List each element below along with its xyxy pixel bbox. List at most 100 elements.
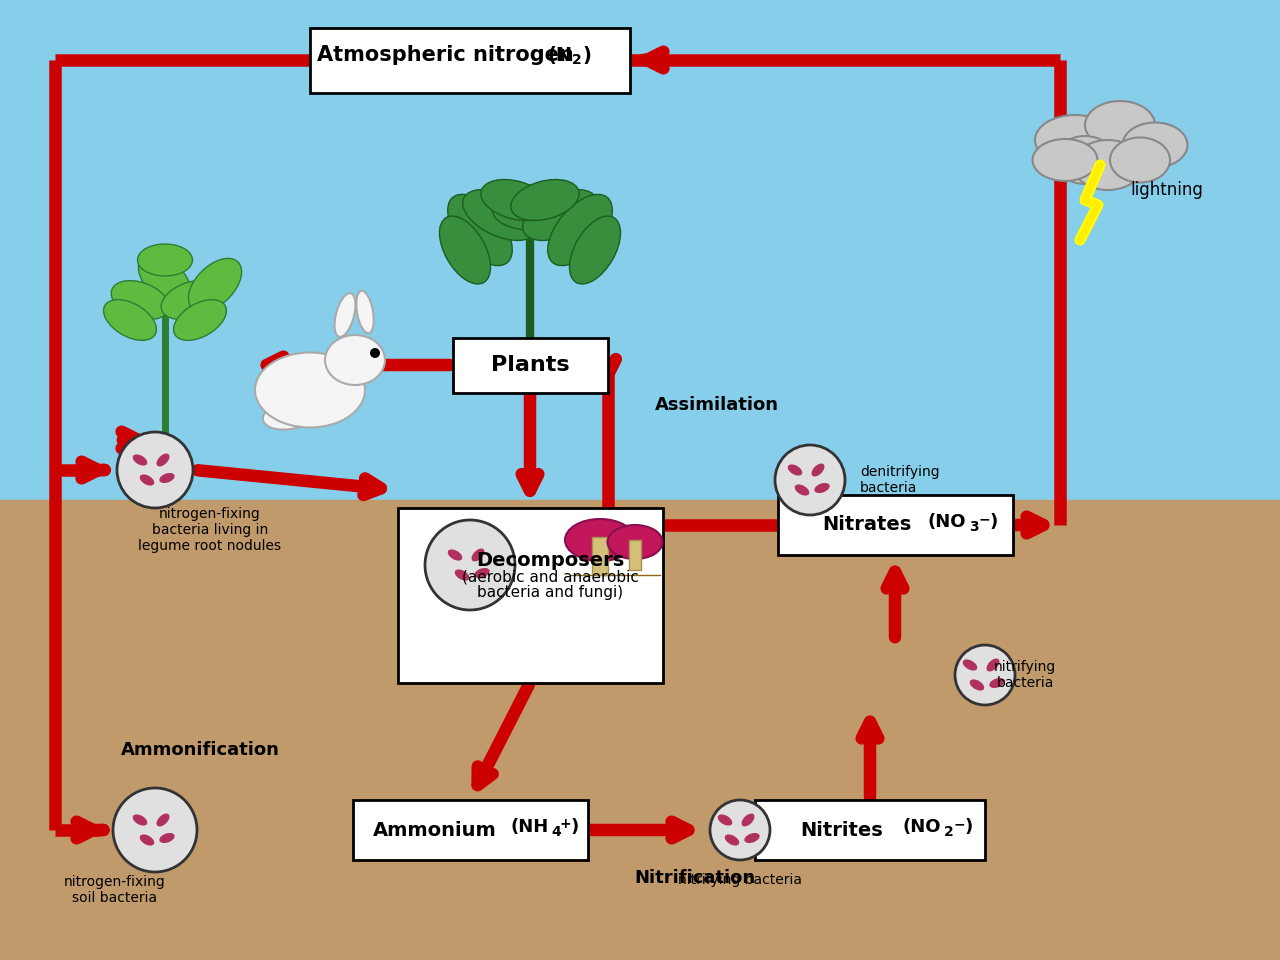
Ellipse shape: [812, 464, 824, 476]
Circle shape: [774, 445, 845, 515]
Bar: [777, 495, 1012, 555]
Text: bacteria and fungi): bacteria and fungi): [477, 586, 623, 601]
Text: nitrifying
bacteria: nitrifying bacteria: [993, 660, 1056, 690]
Circle shape: [140, 451, 157, 469]
Text: nitrifying bacteria: nitrifying bacteria: [678, 873, 803, 887]
Ellipse shape: [745, 833, 759, 843]
Ellipse shape: [262, 400, 317, 429]
Ellipse shape: [814, 483, 829, 493]
Ellipse shape: [471, 548, 485, 562]
Ellipse shape: [741, 813, 754, 827]
Ellipse shape: [493, 190, 567, 230]
Ellipse shape: [511, 180, 579, 221]
Text: Nitrites: Nitrites: [800, 821, 883, 839]
Ellipse shape: [137, 244, 192, 276]
Ellipse shape: [795, 485, 809, 495]
Ellipse shape: [334, 293, 356, 337]
Text: Nitrates: Nitrates: [822, 516, 911, 535]
Text: denitrifying
bacteria: denitrifying bacteria: [860, 465, 940, 495]
Ellipse shape: [548, 194, 612, 266]
Bar: [352, 800, 588, 860]
Circle shape: [161, 454, 179, 472]
Text: −: −: [954, 817, 965, 831]
Ellipse shape: [1036, 115, 1115, 165]
Circle shape: [425, 520, 515, 610]
Text: Decomposers: Decomposers: [476, 550, 625, 569]
Ellipse shape: [133, 454, 147, 466]
Ellipse shape: [159, 833, 174, 843]
Ellipse shape: [1085, 101, 1155, 149]
Ellipse shape: [156, 453, 169, 467]
Ellipse shape: [481, 180, 549, 221]
Circle shape: [133, 461, 151, 479]
Circle shape: [116, 432, 193, 508]
Text: 2: 2: [572, 53, 582, 67]
Ellipse shape: [1055, 136, 1115, 184]
Ellipse shape: [448, 194, 512, 266]
Circle shape: [710, 800, 771, 860]
Ellipse shape: [325, 335, 385, 385]
Text: nitrogen-fixing
bacteria living in
legume root nodules: nitrogen-fixing bacteria living in legum…: [138, 507, 282, 553]
Text: 2: 2: [945, 825, 954, 839]
Circle shape: [154, 458, 172, 476]
Bar: [591, 537, 608, 575]
Text: (NO: (NO: [928, 513, 966, 531]
Ellipse shape: [608, 525, 663, 559]
Ellipse shape: [724, 834, 740, 846]
Ellipse shape: [787, 465, 803, 475]
Ellipse shape: [161, 280, 219, 320]
Text: Assimilation: Assimilation: [655, 396, 780, 414]
Text: (NO: (NO: [902, 818, 941, 836]
Ellipse shape: [963, 660, 978, 671]
Ellipse shape: [138, 253, 192, 306]
Ellipse shape: [104, 300, 156, 341]
Ellipse shape: [1033, 139, 1097, 181]
Ellipse shape: [174, 300, 227, 341]
Bar: [755, 800, 986, 860]
Text: (N: (N: [548, 45, 572, 64]
Ellipse shape: [970, 680, 984, 690]
Text: +: +: [559, 817, 571, 831]
Circle shape: [370, 348, 380, 358]
Ellipse shape: [987, 659, 1000, 671]
Circle shape: [143, 466, 161, 484]
Ellipse shape: [255, 352, 365, 427]
Text: (aerobic and anaerobic: (aerobic and anaerobic: [462, 569, 639, 585]
Text: ): ): [571, 818, 579, 836]
Text: lightning: lightning: [1130, 181, 1203, 199]
Ellipse shape: [439, 216, 490, 284]
Text: Ammonification: Ammonification: [120, 741, 279, 759]
Ellipse shape: [570, 216, 621, 284]
Text: 4: 4: [552, 825, 561, 839]
Text: −: −: [978, 512, 989, 526]
Ellipse shape: [111, 280, 169, 320]
Ellipse shape: [1073, 140, 1143, 190]
Ellipse shape: [448, 549, 462, 561]
Text: ): ): [989, 513, 998, 531]
Circle shape: [113, 788, 197, 872]
Ellipse shape: [989, 678, 1005, 688]
Ellipse shape: [462, 189, 538, 240]
Ellipse shape: [356, 291, 374, 333]
Text: Nitrification: Nitrification: [635, 869, 755, 887]
Text: 3: 3: [969, 520, 979, 534]
Text: ): ): [582, 45, 591, 64]
Text: Atmospheric nitrogen: Atmospheric nitrogen: [316, 45, 573, 65]
Ellipse shape: [564, 519, 635, 561]
Bar: [398, 508, 663, 683]
Text: (NH: (NH: [511, 818, 549, 836]
Ellipse shape: [156, 813, 169, 827]
Ellipse shape: [133, 814, 147, 826]
Ellipse shape: [140, 474, 155, 486]
Ellipse shape: [140, 834, 155, 846]
Ellipse shape: [1110, 137, 1170, 182]
Ellipse shape: [454, 569, 470, 581]
Bar: [453, 338, 608, 393]
Text: ): ): [965, 818, 973, 836]
Bar: [0, 500, 1280, 960]
Ellipse shape: [188, 258, 242, 312]
Ellipse shape: [718, 814, 732, 826]
Text: nitrogen-fixing
soil bacteria: nitrogen-fixing soil bacteria: [64, 875, 166, 905]
Bar: [628, 540, 641, 570]
Ellipse shape: [159, 473, 174, 483]
